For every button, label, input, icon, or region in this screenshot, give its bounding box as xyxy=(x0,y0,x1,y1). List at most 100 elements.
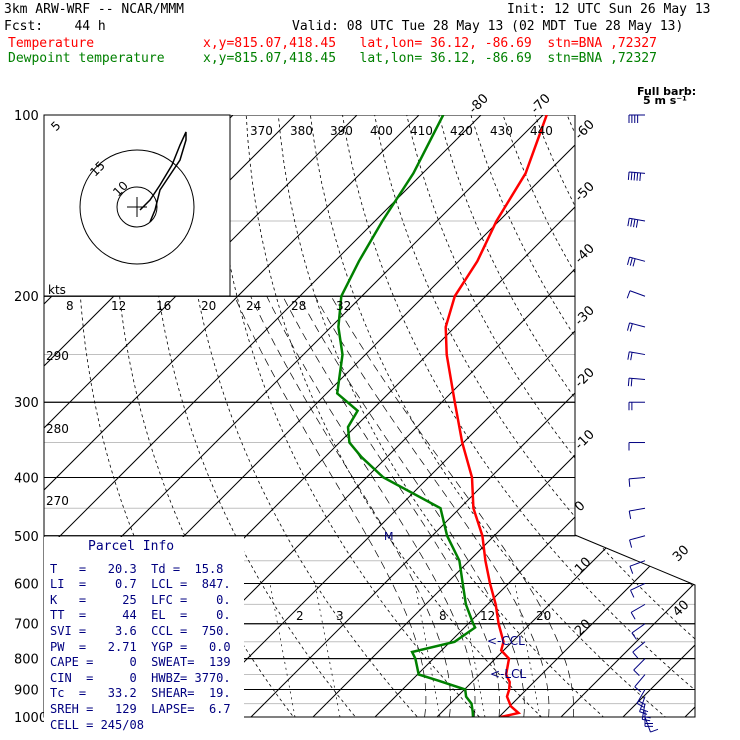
pressure-tick-label: 400 xyxy=(14,471,39,486)
isotherm-label: 40 xyxy=(670,598,692,620)
parcel-row: LI = 0.7 LCL = 847. xyxy=(50,577,231,591)
wind-barb-flag xyxy=(636,702,645,708)
wind-barb-flag xyxy=(638,700,646,706)
dry-adiabat-line xyxy=(566,115,695,717)
moist-adiabat-label: 20 xyxy=(201,299,216,313)
temperature-line xyxy=(444,115,548,717)
wind-barb-flag xyxy=(631,632,637,640)
dry-adiabat-line xyxy=(181,115,430,717)
isotherm-line xyxy=(44,115,544,717)
parcel-row: SVI = 3.6 CCL = 750. xyxy=(50,624,231,638)
wind-barb-shaft xyxy=(629,535,646,541)
dry-adiabat-line xyxy=(374,115,695,717)
dry-adiabat-line xyxy=(213,115,493,717)
isotherm-label: -40 xyxy=(572,241,598,267)
parcel-row: CELL = 245/08 xyxy=(50,718,144,732)
isotherm-label: -10 xyxy=(572,427,598,453)
wind-barb-shaft xyxy=(629,476,646,480)
isotherm-line xyxy=(250,115,695,717)
wind-barb-flag xyxy=(636,172,639,181)
wind-barb-flag xyxy=(630,612,636,620)
wind-barb-shaft xyxy=(631,623,646,634)
theta-label: 400 xyxy=(370,124,393,138)
parcel-marker: M xyxy=(384,530,394,543)
wind-barb-shaft xyxy=(629,507,646,512)
pressure-tick-label: 100 xyxy=(14,109,39,124)
mixing-ratio-line xyxy=(269,583,296,717)
mixing-ratio-label: 12 xyxy=(480,609,495,623)
theta-label: 440 xyxy=(530,124,553,138)
isotherm-label: 30 xyxy=(670,543,692,565)
wind-barb-flag xyxy=(630,378,633,387)
parcel-row: TT = 44 EL = 0. xyxy=(50,608,231,622)
isotherm-line xyxy=(312,115,695,717)
isotherm-label: -30 xyxy=(572,303,598,329)
dry-adiabat-line xyxy=(728,115,740,730)
mixing-ratio-line xyxy=(459,583,486,717)
wind-barb-shaft xyxy=(632,641,646,653)
theta-label: 280 xyxy=(46,422,69,436)
moist-adiabat-label: 32 xyxy=(336,299,351,313)
parcel-row: CAPE = 0 SWEAT= 139 xyxy=(50,655,231,669)
pressure-tick-label: 900 xyxy=(14,683,39,698)
wind-barb-shaft xyxy=(629,290,646,297)
wind-barb-shaft xyxy=(630,603,646,613)
pressure-tick-label: 700 xyxy=(14,618,39,633)
moist-adiabat-line xyxy=(282,296,501,717)
mixing-ratio-label: 3 xyxy=(336,609,344,623)
wind-barb-flag xyxy=(626,322,631,331)
dry-adiabat-line xyxy=(502,115,695,717)
dry-adiabat-line xyxy=(342,115,695,717)
mixing-ratio-line xyxy=(314,583,341,717)
wind-barb-flag xyxy=(635,219,639,228)
isotherm-label: 10 xyxy=(572,555,594,577)
hodograph-ring xyxy=(79,149,195,265)
isotherm-line xyxy=(436,115,695,717)
theta-label: 390 xyxy=(330,124,353,138)
theta-label: 430 xyxy=(490,124,513,138)
parcel-row: SREH = 129 LAPSE= 6.7 xyxy=(50,702,231,716)
hodograph-trace xyxy=(139,131,187,223)
pressure-tick-label: 300 xyxy=(14,396,39,411)
moist-adiabat-label: 28 xyxy=(291,299,306,313)
theta-label: 380 xyxy=(290,124,313,138)
dewpoint-line xyxy=(335,115,477,717)
mixing-ratio-line xyxy=(514,583,541,717)
wind-barb-flag xyxy=(627,378,630,387)
wind-barb-shaft xyxy=(629,256,646,262)
pressure-tick-label: 500 xyxy=(14,530,39,545)
dry-adiabat-line xyxy=(696,115,740,730)
barb-note: 5 m s⁻¹ xyxy=(643,94,687,107)
wind-barb-flag xyxy=(642,716,651,719)
wind-barb-shaft xyxy=(634,674,646,688)
theta-label: 420 xyxy=(450,124,473,138)
wind-barb-flag xyxy=(626,257,631,266)
ccl-label: <-CCL xyxy=(487,634,525,648)
wind-barb-flag xyxy=(629,323,633,332)
moist-adiabat-label: 24 xyxy=(246,299,261,313)
model-title: 3km ARW-WRF -- NCAR/MMM xyxy=(4,2,185,17)
dry-adiabat-line xyxy=(277,115,618,717)
parcel-row: PW = 2.71 YGP = 0.0 xyxy=(50,640,231,654)
legend-dewpoint-info: x,y=815.07,418.45 lat,lon= 36.12, -86.69… xyxy=(203,51,657,66)
parcel-info-panel: Parcel Info T = 20.3 Td = 15.8 LI = 0.7 … xyxy=(44,537,244,732)
wind-barb-shaft xyxy=(639,696,646,712)
wind-barb-shaft xyxy=(629,560,646,567)
wind-barb-flag xyxy=(630,172,633,181)
wind-barb-shaft xyxy=(629,351,646,356)
wind-barb-flag xyxy=(630,352,633,361)
moist-adiabat-line xyxy=(314,296,550,717)
valid-time: Valid: 08 UTC Tue 28 May 13 (02 MDT Tue … xyxy=(292,19,684,34)
wind-barb-flag xyxy=(628,478,631,487)
mixing-ratio-label: 20 xyxy=(536,609,551,623)
wind-barb-flag xyxy=(633,172,636,181)
mixing-ratio-label: 2 xyxy=(296,609,304,623)
wind-barb-shaft xyxy=(629,217,646,222)
legend-temperature-name: Temperature xyxy=(8,36,95,51)
wind-barb-flag xyxy=(633,219,636,228)
wind-barb-flag xyxy=(639,172,642,181)
wind-barb-flag xyxy=(627,171,630,180)
parcel-info-title: Parcel Info xyxy=(88,539,175,554)
isotherm-label: -50 xyxy=(572,179,598,205)
